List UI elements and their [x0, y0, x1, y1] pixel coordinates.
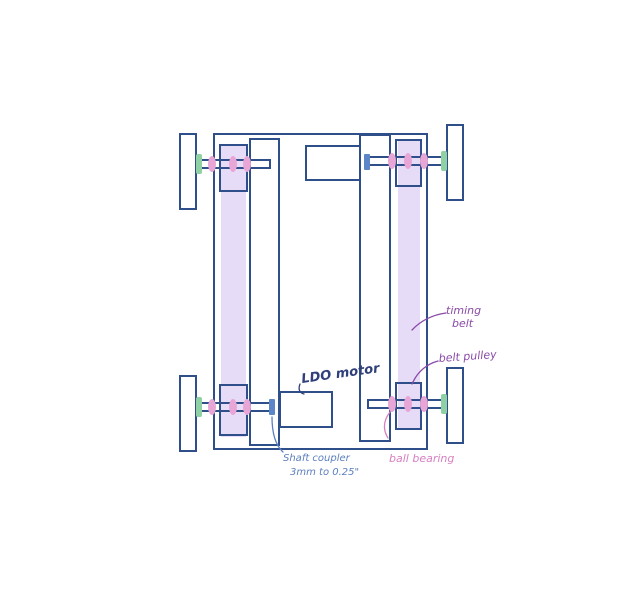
coupler-bottom — [269, 399, 275, 415]
coupler-top — [364, 154, 370, 170]
bearing-rl-3 — [243, 399, 251, 415]
bearing-fr-2 — [404, 153, 412, 169]
bearing-rl-2 — [229, 399, 237, 415]
label-motor: LDO motor — [300, 361, 382, 387]
bearing-fr-3 — [420, 153, 428, 169]
label-timing-belt-2: belt — [452, 317, 474, 330]
label-shaft-coupler-2: 3mm to 0.25" — [290, 467, 359, 478]
label-timing-belt-1: timing — [446, 304, 481, 317]
right-rail — [359, 134, 391, 442]
bearing-rr-2 — [404, 396, 412, 412]
bearing-fr-1 — [388, 153, 396, 169]
leader-ball-bearing — [383, 411, 391, 439]
wheel-front-left — [179, 133, 197, 210]
left-rail — [249, 138, 280, 446]
left-timing-belt — [221, 145, 246, 437]
leader-motor — [298, 383, 305, 395]
motor-bottom — [279, 391, 333, 428]
label-ball-bearing: ball bearing — [389, 452, 454, 465]
wheel-rear-left — [179, 375, 197, 452]
hub-front-left — [196, 154, 202, 174]
right-timing-belt — [398, 140, 420, 428]
wheel-rear-right — [446, 367, 464, 444]
leader-timing-belt — [411, 312, 447, 331]
hub-front-right — [441, 151, 447, 171]
chassis-frame — [213, 133, 428, 450]
label-belt-pulley: belt pulley — [438, 348, 497, 365]
bearing-rr-3 — [420, 396, 428, 412]
label-shaft-coupler-1: Shaft coupler — [283, 453, 351, 464]
motor-top — [305, 145, 361, 181]
leader-belt-pulley — [411, 360, 439, 385]
bearing-fl-2 — [229, 156, 237, 172]
bearing-fl-1 — [208, 156, 216, 172]
leader-shaft-coupler — [271, 416, 284, 453]
hub-rear-right — [441, 394, 447, 414]
bearing-rr-1 — [388, 396, 396, 412]
bearing-rl-1 — [208, 399, 216, 415]
bearing-fl-3 — [243, 156, 251, 172]
hub-rear-left — [196, 397, 202, 417]
wheel-front-right — [446, 124, 464, 201]
